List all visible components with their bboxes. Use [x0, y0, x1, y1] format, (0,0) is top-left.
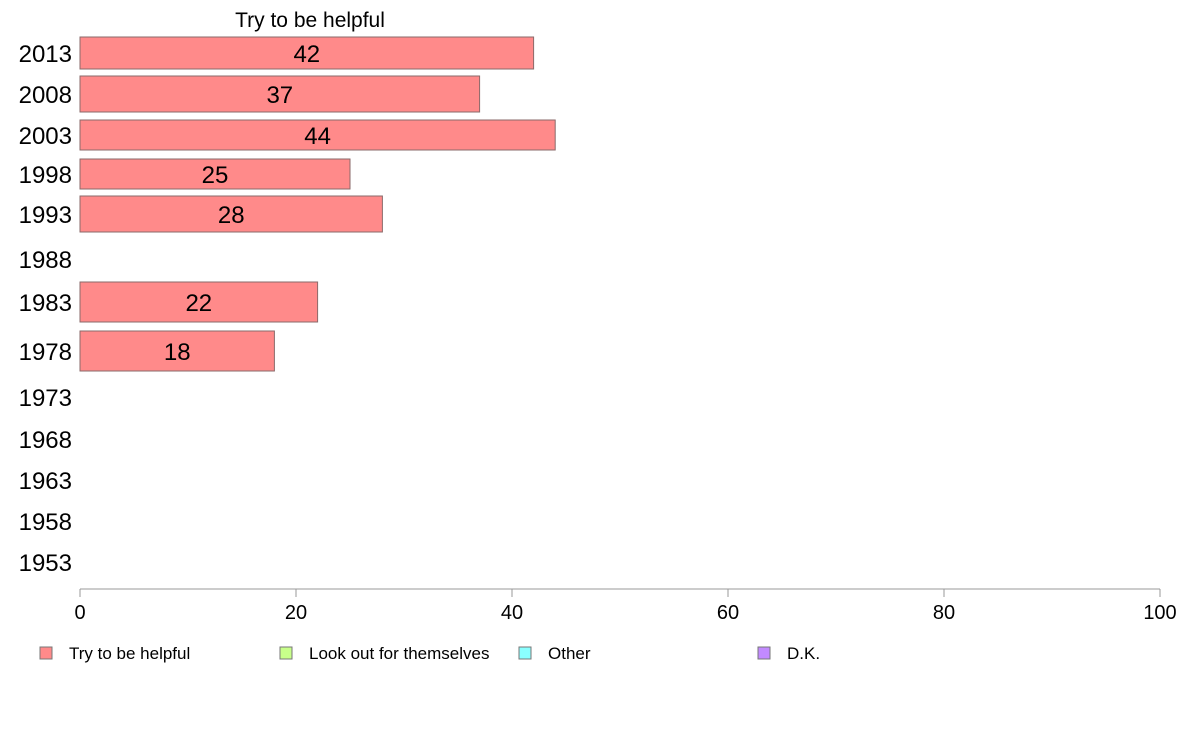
- category-label: 1968: [19, 427, 72, 454]
- category-label: 2003: [19, 123, 72, 150]
- legend-swatch: [518, 646, 532, 660]
- bar: [79, 119, 556, 151]
- category-label: 1963: [19, 468, 72, 495]
- bar-value-label: 25: [202, 162, 229, 189]
- category-label: 1973: [19, 385, 72, 412]
- bar: [79, 75, 481, 113]
- bar: [79, 158, 351, 190]
- category-label: 2013: [19, 41, 72, 68]
- x-tick-label: 0: [74, 602, 85, 624]
- x-tick-label: 40: [501, 602, 523, 624]
- x-tick-label: 80: [933, 602, 955, 624]
- bar-value-label: 37: [266, 82, 293, 109]
- legend-label: Try to be helpful: [69, 644, 190, 663]
- legend-label: Other: [548, 644, 591, 663]
- category-label: 1998: [19, 162, 72, 189]
- x-tick-label: 100: [1143, 602, 1176, 624]
- legend-swatch: [39, 646, 53, 660]
- category-label: 1983: [19, 290, 72, 317]
- category-label: 1993: [19, 202, 72, 229]
- category-label: 1958: [19, 509, 72, 536]
- legend-label: D.K.: [787, 644, 820, 663]
- bar-value-label: 44: [304, 123, 331, 150]
- chart-title: Try to be helpful: [235, 9, 385, 32]
- category-label: 1988: [19, 247, 72, 274]
- legend: Try to be helpful Look out for themselves…: [39, 644, 820, 663]
- bar: [79, 330, 275, 372]
- category-label: 1978: [19, 339, 72, 366]
- category-labels: 2013 2008 2003 1998 1993 1988 1983 1978 1973 1968…: [19, 41, 72, 577]
- legend-swatch: [757, 646, 771, 660]
- bar-value-label: 22: [185, 290, 212, 317]
- category-label: 2008: [19, 82, 72, 109]
- category-label: 1953: [19, 550, 72, 577]
- bar: [79, 36, 535, 70]
- bar: [79, 281, 319, 323]
- bar: [79, 195, 383, 233]
- legend-swatch: [279, 646, 293, 660]
- bar-value-label: 18: [164, 339, 191, 366]
- x-tick-label: 60: [717, 602, 739, 624]
- bar-value-label: 42: [293, 41, 320, 68]
- legend-label: Look out for themselves: [309, 644, 489, 663]
- x-tick-label: 20: [285, 602, 307, 624]
- bar-value-label: 28: [218, 202, 245, 229]
- x-axis: 0 20 40 60 80 100: [74, 588, 1177, 624]
